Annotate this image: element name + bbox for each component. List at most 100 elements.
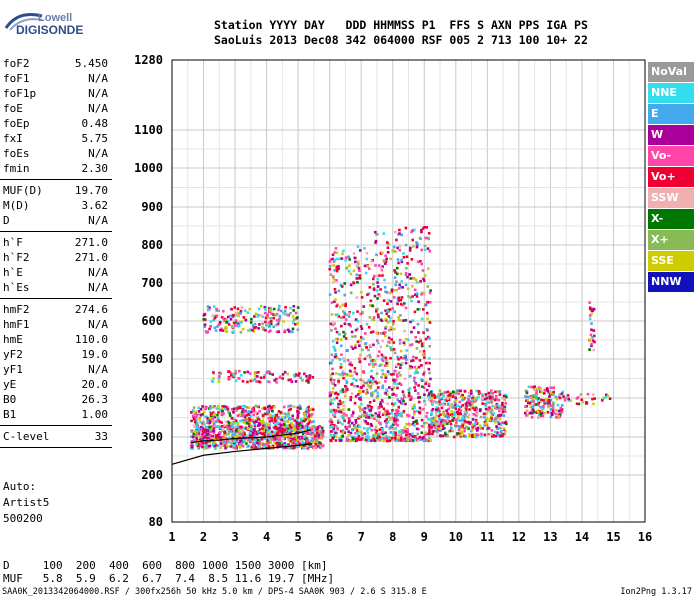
- echo-point: [379, 401, 383, 404]
- echo-point: [218, 420, 221, 424]
- echo-point: [305, 375, 308, 378]
- echo-point: [394, 431, 397, 435]
- echo-point: [349, 361, 352, 365]
- echo-point: [348, 258, 351, 261]
- echo-point: [350, 392, 354, 395]
- echo-point: [528, 402, 532, 405]
- echo-point: [339, 338, 343, 341]
- echo-point: [266, 410, 270, 414]
- echo-point: [422, 371, 426, 374]
- echo-point: [388, 341, 392, 344]
- echo-point: [410, 330, 413, 334]
- echo-point: [251, 379, 255, 383]
- echo-point: [296, 423, 299, 426]
- echo-point: [388, 439, 391, 443]
- echo-point: [393, 230, 397, 234]
- echo-point: [463, 427, 467, 430]
- echo-point: [392, 392, 396, 396]
- echo-point: [499, 430, 503, 433]
- echo-point: [370, 375, 373, 378]
- echo-point: [387, 412, 391, 416]
- echo-point: [367, 325, 371, 329]
- echo-point: [356, 340, 360, 344]
- echo-point: [280, 444, 283, 447]
- echo-point: [217, 309, 220, 313]
- echo-point: [216, 418, 219, 422]
- echo-point: [443, 415, 447, 418]
- echo-point: [370, 428, 374, 432]
- echo-point: [395, 280, 398, 284]
- echo-point: [333, 383, 337, 387]
- echo-point: [311, 424, 314, 428]
- echo-point: [263, 306, 267, 309]
- echo-point: [430, 397, 434, 400]
- echo-point: [253, 322, 257, 326]
- echo-point: [214, 406, 217, 410]
- echo-point: [255, 380, 258, 383]
- echo-point: [392, 378, 395, 382]
- echo-point: [588, 307, 592, 311]
- echo-point: [380, 267, 383, 270]
- echo-point: [292, 405, 296, 409]
- echo-point: [432, 393, 436, 397]
- echo-point: [330, 361, 333, 365]
- echo-point: [225, 319, 229, 322]
- echo-point: [426, 285, 430, 288]
- echo-point: [499, 423, 503, 427]
- echo-point: [373, 428, 377, 432]
- echo-point: [294, 373, 298, 376]
- echo-point: [393, 436, 397, 440]
- echo-point: [530, 412, 534, 415]
- echo-point: [195, 426, 199, 430]
- echo-point: [387, 336, 391, 340]
- echo-point: [309, 439, 313, 443]
- echo-point: [268, 372, 272, 375]
- echo-point: [391, 348, 394, 352]
- echo-point: [474, 418, 478, 422]
- echo-point: [274, 313, 277, 317]
- echo-point: [192, 406, 196, 409]
- legend-item-vo: Vo-: [648, 146, 694, 166]
- echo-point: [376, 394, 380, 398]
- param-value: N/A: [88, 281, 108, 294]
- echo-point: [410, 343, 414, 346]
- echo-point: [378, 294, 382, 298]
- echo-point: [260, 420, 264, 424]
- echo-point: [269, 320, 273, 323]
- echo-point: [339, 316, 343, 320]
- echo-point: [301, 442, 305, 445]
- param-row-hme: hmE 110.0: [0, 332, 112, 347]
- echo-point: [199, 413, 203, 417]
- echo-point: [223, 425, 227, 429]
- echo-point: [329, 430, 333, 433]
- echo-point: [352, 377, 355, 381]
- echo-point: [232, 325, 235, 328]
- echo-point: [498, 393, 502, 396]
- echo-point: [405, 428, 408, 432]
- echo-point: [307, 408, 310, 412]
- echo-point: [274, 425, 277, 428]
- echo-point: [340, 353, 343, 356]
- echo-point: [389, 257, 392, 261]
- echo-point: [355, 273, 359, 277]
- echo-point: [221, 329, 225, 332]
- echo-point: [199, 438, 202, 441]
- param-value: N/A: [88, 147, 108, 160]
- echo-point: [213, 441, 217, 444]
- echo-point: [435, 400, 439, 404]
- echo-point: [496, 420, 500, 424]
- param-name: MUF(D): [3, 184, 43, 197]
- echo-point: [447, 402, 450, 405]
- echo-point: [305, 440, 308, 443]
- echo-point: [378, 435, 382, 439]
- echo-point: [256, 315, 259, 318]
- echo-point: [272, 313, 275, 316]
- echo-point: [238, 429, 241, 433]
- echo-point: [242, 316, 246, 319]
- echo-point: [267, 429, 270, 432]
- echo-point: [339, 408, 343, 412]
- echo-point: [368, 285, 372, 289]
- echo-point: [272, 421, 276, 425]
- echo-point: [403, 377, 407, 381]
- echo-point: [500, 421, 504, 424]
